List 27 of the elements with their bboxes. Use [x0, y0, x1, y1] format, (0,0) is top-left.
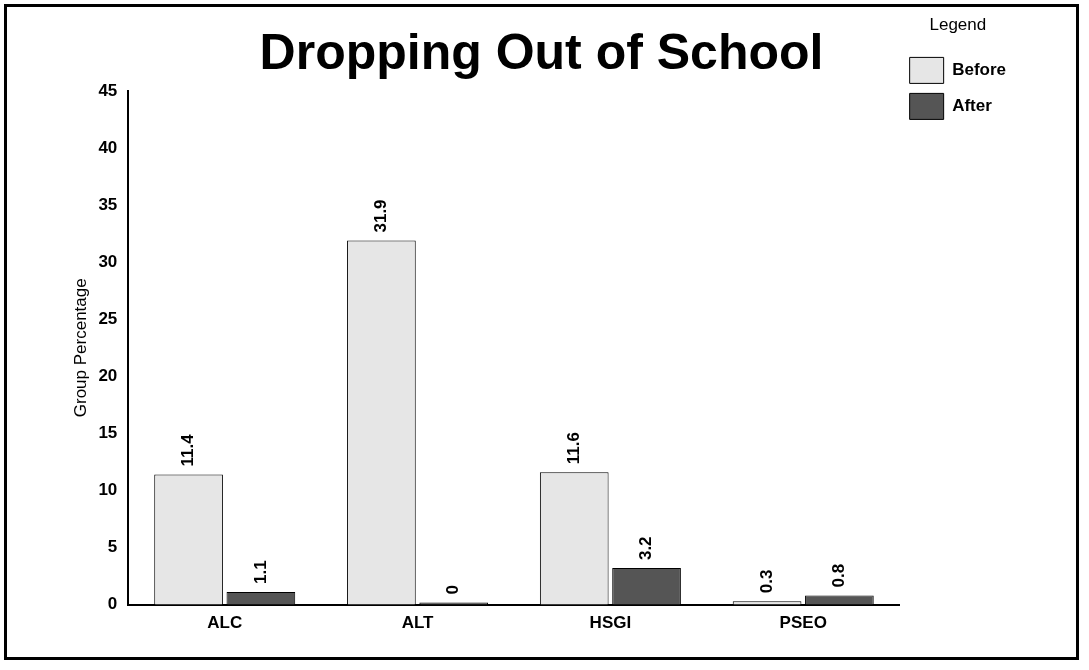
y-tick-label: 15: [98, 423, 118, 443]
y-tick-label: 40: [98, 137, 118, 157]
y-tick-label: 0: [107, 594, 118, 614]
y-tick-label: 10: [98, 480, 118, 500]
data-label: 3.2: [636, 536, 656, 561]
y-tick-label: 45: [98, 80, 118, 100]
y-tick-label: 20: [98, 366, 118, 386]
x-tick-label: ALT: [401, 613, 435, 633]
x-tick-label: ALC: [207, 613, 243, 633]
data-label: 0: [443, 585, 463, 595]
y-tick-label: 35: [98, 194, 118, 214]
data-label: 1.1: [250, 560, 270, 585]
legend-title: Legend: [929, 15, 987, 35]
data-label: 31.9: [371, 199, 391, 233]
data-label: 11.6: [563, 432, 583, 465]
legend-label: After: [952, 96, 993, 116]
y-axis-title: Group Percentage: [70, 278, 90, 418]
chart-title: Dropping Out of School: [259, 23, 824, 80]
data-label: 11.4: [178, 433, 198, 467]
data-label: 0.8: [829, 563, 849, 588]
legend-label: Before: [952, 60, 1007, 80]
data-label: 0.3: [756, 569, 776, 594]
y-tick-label: 5: [107, 537, 118, 557]
y-tick-label: 25: [98, 308, 118, 328]
y-tick-label: 30: [98, 251, 118, 271]
x-tick-label: HSGI: [589, 613, 632, 633]
x-tick-label: PSEO: [779, 613, 827, 633]
